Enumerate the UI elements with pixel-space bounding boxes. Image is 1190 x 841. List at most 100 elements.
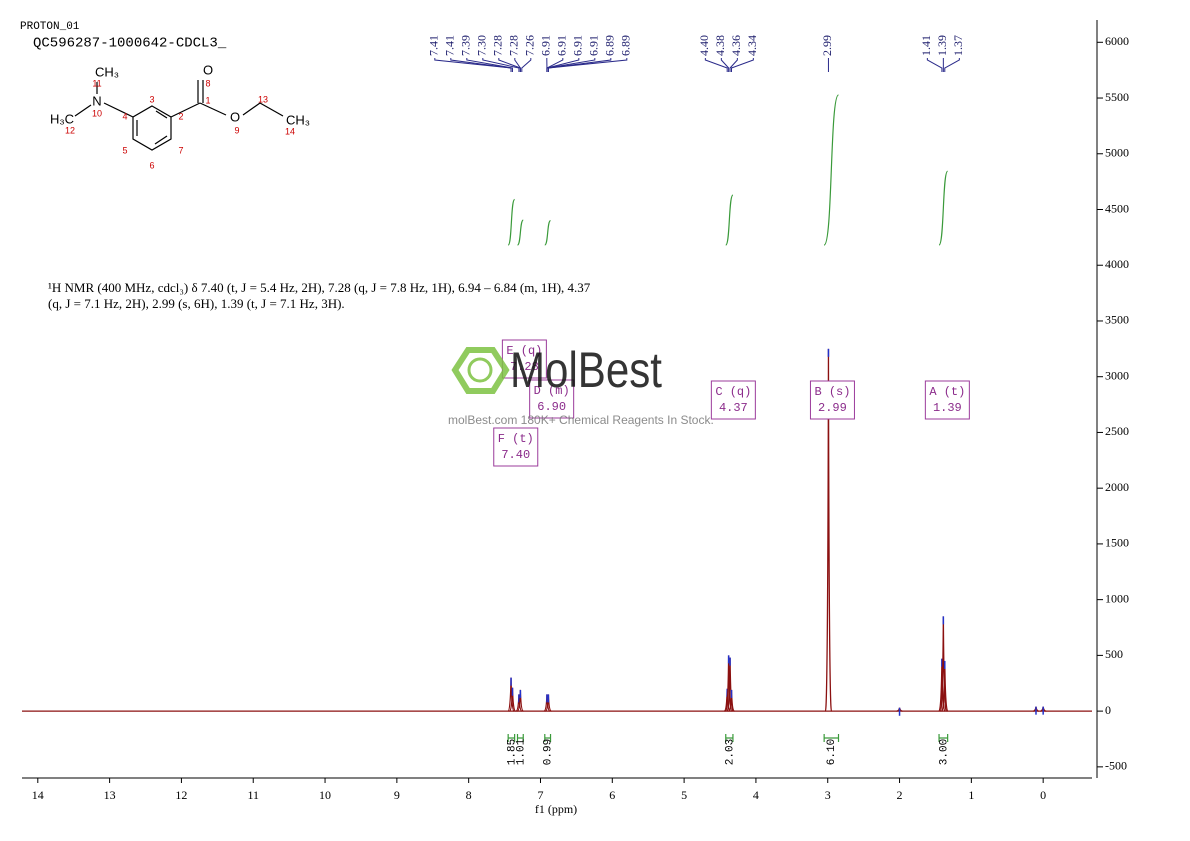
integral-label: 2.03 [724, 739, 736, 765]
x-tick-label: 7 [537, 788, 543, 802]
structure: CH₃ 11 N 10 H₃C 12 3 4 2 5 7 6 O 8 1 O 9… [50, 62, 310, 170]
multiplet-shift: 2.99 [818, 401, 847, 415]
y-tick-label: 1500 [1105, 536, 1129, 550]
multiplet-shift: 1.39 [933, 401, 962, 415]
y-tick-label: 3000 [1105, 368, 1129, 382]
peak-label: 7.30 [475, 35, 489, 56]
peak-label: 7.28 [507, 35, 521, 56]
y-tick-label: 5500 [1105, 90, 1129, 104]
integral-label: 1.85 [506, 739, 518, 765]
peak-label-leader [546, 58, 596, 72]
peak-label: 7.26 [523, 35, 537, 56]
peak-label: 4.34 [745, 35, 759, 56]
x-tick-label: 2 [897, 788, 903, 802]
peak-label: 6.91 [571, 35, 585, 56]
atom-number: 9 [234, 125, 239, 135]
atom-label: O [230, 109, 240, 124]
integral-label: 1.01 [515, 738, 527, 765]
integral-bracket [938, 734, 949, 742]
x-tick-label: 13 [104, 788, 116, 802]
peak-label-leader [944, 58, 960, 72]
peak [507, 677, 515, 712]
peak-label-leader [521, 58, 532, 72]
x-tick-label: 8 [466, 788, 472, 802]
multiplet-name: F (t) [498, 432, 534, 446]
peak-label-leader [731, 58, 754, 72]
y-tick-label: 1000 [1105, 591, 1129, 605]
x-tick-label: 0 [1040, 788, 1046, 802]
atom-number: 3 [149, 94, 154, 104]
atom-number: 8 [205, 78, 210, 88]
peak-label: 7.41 [427, 35, 441, 56]
peak-label-leader [482, 58, 520, 72]
peak-label: 6.89 [619, 35, 633, 56]
atom-number: 11 [92, 78, 101, 88]
y-tick-label: 2000 [1105, 480, 1129, 494]
y-tick-label: 5000 [1105, 146, 1129, 160]
peak [938, 658, 946, 712]
atom-number: 4 [122, 111, 127, 121]
peak-label-leader [466, 58, 513, 72]
atom-number: 14 [285, 126, 295, 136]
multiplet-box [493, 427, 539, 467]
atom-number: 10 [92, 108, 102, 118]
integral-label: 6.10 [826, 739, 838, 765]
peak-label: 7.39 [459, 35, 473, 56]
multiplet-box [710, 380, 756, 420]
multiplet-name: D (m) [534, 384, 570, 398]
x-axis-label: f1 (ppm) [535, 802, 577, 816]
plot: 14 13 12 11 10 9 8 7 6 5 4 3 2 1 0f1 (ppm)-50005001000… [22, 20, 1129, 816]
peak-label-leader [514, 58, 521, 72]
atom-number: 13 [258, 94, 268, 104]
x-tick-label: 1 [968, 788, 974, 802]
x-tick-label: 5 [681, 788, 687, 802]
atom-label: CH₃ [286, 112, 310, 127]
atom-label: CH₃ [95, 64, 119, 79]
peak-label-leader [498, 58, 521, 72]
x-tick-label: 11 [247, 788, 259, 802]
atom-label: O [203, 62, 213, 77]
watermark-brand: MolBest [510, 342, 662, 398]
integral-curve [725, 194, 734, 246]
peak-label-leader [704, 58, 728, 72]
y-tick-label: 6000 [1105, 34, 1129, 48]
integral-bracket [725, 734, 734, 742]
peak-label-leader [547, 58, 628, 72]
integral-bracket [823, 734, 840, 742]
atom-number: 1 [205, 95, 210, 105]
peak-label: 4.36 [729, 35, 743, 56]
integral-curve [516, 219, 524, 246]
multiplet-shift: 7.28 [510, 360, 539, 374]
multiplet-shift: 6.90 [537, 400, 566, 414]
peak-label: 1.41 [919, 35, 933, 56]
peak [515, 694, 523, 712]
peak-label: 6.91 [555, 35, 569, 56]
peak-label: 6.91 [539, 35, 553, 56]
integral-curve [507, 198, 516, 246]
multiplet-shift: 7.40 [501, 448, 530, 462]
peak-label: 4.40 [697, 35, 711, 56]
integral-bracket [516, 734, 524, 742]
integral-curve [938, 170, 949, 246]
peak-label: 1.37 [951, 35, 965, 56]
peak [543, 694, 551, 712]
atom-number: 5 [122, 145, 127, 155]
x-tick-label: 6 [609, 788, 615, 802]
peak-label: 6.91 [587, 35, 601, 56]
x-tick-label: 3 [825, 788, 831, 802]
peak-label: 7.41 [443, 35, 457, 56]
atom-number: 2 [178, 111, 183, 121]
integral-bracket [507, 734, 516, 742]
multiplet-box [809, 380, 855, 420]
peak-label: 7.28 [491, 35, 505, 56]
peak [728, 689, 735, 712]
integral-bracket [544, 734, 552, 742]
peak-label-leader [729, 58, 738, 72]
y-tick-label: 2500 [1105, 424, 1129, 438]
peak [517, 689, 524, 712]
atom-label: H₃C [50, 111, 74, 126]
peak [824, 348, 833, 712]
atom-number: 12 [65, 125, 75, 135]
atom-number: 6 [149, 160, 154, 170]
